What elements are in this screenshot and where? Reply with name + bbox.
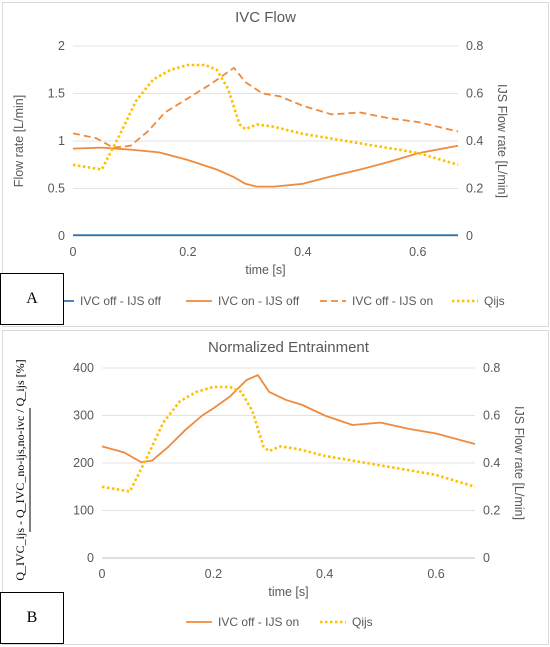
- y2-tick-label: 0.8: [483, 361, 500, 375]
- series-line: [101, 374, 476, 464]
- x-tick-label: 0: [70, 245, 77, 259]
- y-tick-label: 200: [73, 456, 94, 470]
- x-axis-label: time [s]: [268, 585, 308, 599]
- y2-axis-label: IJS Flow rate [L/min]: [512, 406, 526, 520]
- chart-b-svg: Normalized Entrainment 0 100 200 300 400 0 0.2 0…: [13, 339, 526, 629]
- y-axis-label-group: Q_IVC_ijs - Q_IVC_no-ijs,no-ivc / Q_ijs …: [13, 359, 31, 581]
- chart-panel-a: IVC Flow 0 0.5 1 1.5 2 0 0.2 0.4 0.6 0.8 0 0.2 0.4 0.6…: [0, 0, 550, 328]
- x-tick-label: 0.6: [409, 245, 426, 259]
- y-tick-label: 100: [73, 504, 94, 518]
- chart-title: IVC Flow: [235, 9, 296, 26]
- series-line: [72, 63, 459, 171]
- legend-label: IVC off - IJS on: [352, 294, 433, 308]
- y-tick-label: 1.5: [48, 87, 65, 101]
- y2-tick-label: 0.4: [483, 456, 500, 470]
- y-axis-label: Flow rate [L/min]: [12, 95, 26, 187]
- y-tick-label: 0: [87, 551, 94, 565]
- legend-label: IVC on - IJS off: [218, 294, 300, 308]
- y2-tick-label: 0.8: [466, 39, 483, 53]
- y2-tick-label: 0: [466, 229, 473, 243]
- y2-tick-label: 0.2: [466, 182, 483, 196]
- chart-frame-a: [2, 2, 549, 327]
- y2-tick-label: 0.4: [466, 134, 483, 148]
- legend-label: Qijs: [484, 294, 505, 308]
- series-line: [72, 144, 459, 188]
- legend-label: Qijs: [352, 615, 373, 629]
- x-tick-label: 0.4: [316, 567, 333, 581]
- panel-letter-b: B: [0, 592, 64, 644]
- chart-frame-b: [2, 330, 549, 645]
- panel-letter-a: A: [0, 273, 64, 325]
- x-tick-label: 0.4: [294, 245, 311, 259]
- x-tick-label: 0.2: [205, 567, 222, 581]
- y2-axis-label: IJS Flow rate [L/min]: [495, 84, 509, 198]
- y-tick-label: 2: [58, 39, 65, 53]
- y-tick-label: 400: [73, 361, 94, 375]
- legend-label: IVC off - IJS off: [80, 294, 162, 308]
- y2-tick-label: 0.6: [466, 87, 483, 101]
- y-tick-label: 0: [58, 229, 65, 243]
- x-tick-label: 0: [99, 567, 106, 581]
- chart-panel-b: Normalized Entrainment 0 100 200 300 400 0 0.2 0…: [0, 328, 550, 647]
- x-tick-label: 0.2: [179, 245, 196, 259]
- y2-tick-label: 0: [483, 551, 490, 565]
- y-axis-label: Q_IVC_ijs - Q_IVC_no-ijs,no-ivc / Q_ijs …: [13, 359, 27, 580]
- chart-title: Normalized Entrainment: [208, 339, 370, 356]
- y2-tick-label: 0.6: [483, 409, 500, 423]
- y-tick-label: 0.5: [48, 182, 65, 196]
- y-tick-label: 300: [73, 409, 94, 423]
- series-line: [101, 385, 476, 493]
- y-tick-label: 1: [58, 134, 65, 148]
- chart-a-svg: IVC Flow 0 0.5 1 1.5 2 0 0.2 0.4 0.6 0.8 0 0.2 0.4 0.6…: [12, 9, 509, 308]
- legend-label: IVC off - IJS on: [218, 615, 299, 629]
- series-line: [72, 66, 459, 149]
- x-axis-label: time [s]: [245, 263, 285, 277]
- x-tick-label: 0.6: [427, 567, 444, 581]
- y2-tick-label: 0.2: [483, 504, 500, 518]
